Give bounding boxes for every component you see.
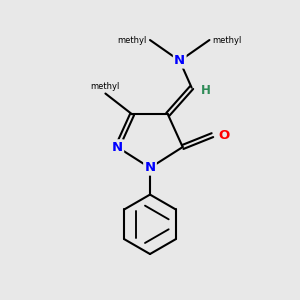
Text: N: N xyxy=(144,161,156,174)
Text: N: N xyxy=(112,140,123,154)
Text: H: H xyxy=(200,84,210,97)
Text: N: N xyxy=(174,54,185,67)
Text: O: O xyxy=(218,129,230,142)
Text: methyl: methyl xyxy=(118,35,147,44)
Text: methyl: methyl xyxy=(91,82,120,91)
Text: methyl: methyl xyxy=(212,35,242,44)
